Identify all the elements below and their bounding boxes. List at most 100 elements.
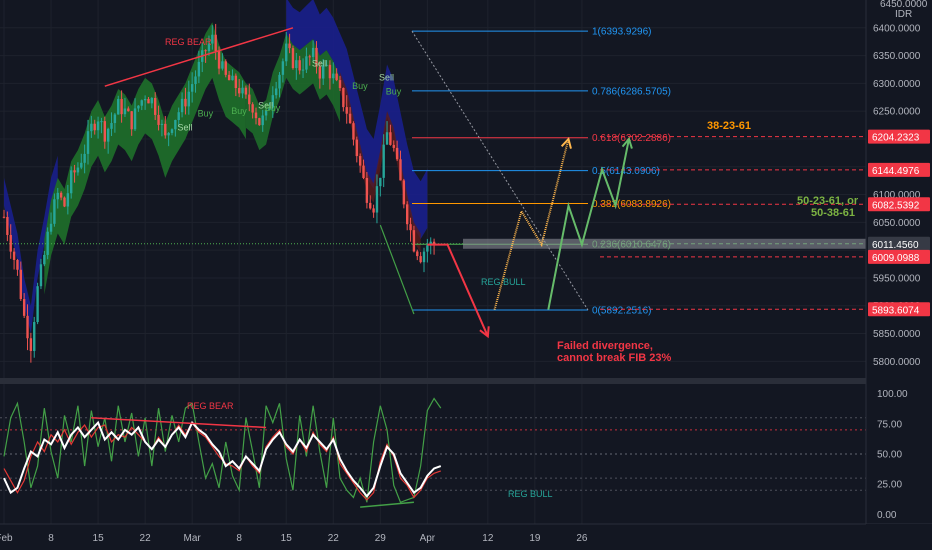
candle-body[interactable]	[419, 256, 422, 263]
candle-body[interactable]	[241, 87, 244, 94]
candle-body[interactable]	[70, 170, 73, 194]
candle-body[interactable]	[412, 230, 416, 252]
candle-body[interactable]	[177, 112, 180, 121]
candle-body[interactable]	[322, 65, 325, 79]
candle-body[interactable]	[261, 115, 264, 126]
candle-body[interactable]	[49, 223, 53, 232]
candle-body[interactable]	[187, 91, 190, 107]
osc-reg-bear-trendline[interactable]	[91, 417, 267, 429]
candle-body[interactable]	[268, 107, 271, 111]
candle-body[interactable]	[59, 192, 63, 198]
candle-body[interactable]	[221, 61, 224, 69]
candlestick-series[interactable]	[2, 23, 436, 363]
candle-body[interactable]	[190, 84, 194, 92]
candle-body[interactable]	[29, 338, 33, 351]
candle-body[interactable]	[429, 241, 432, 246]
candle-body[interactable]	[194, 76, 197, 85]
candle-body[interactable]	[197, 61, 201, 77]
candle-body[interactable]	[335, 73, 338, 81]
projection-green-arrow[interactable]	[547, 138, 630, 310]
candle-body[interactable]	[63, 197, 66, 207]
candle-body[interactable]	[217, 50, 221, 69]
candle-body[interactable]	[137, 105, 140, 109]
candle-body[interactable]	[93, 123, 96, 131]
price-label-tag[interactable]	[868, 249, 930, 264]
candle-body[interactable]	[143, 98, 147, 101]
candle-body[interactable]	[113, 114, 117, 124]
candle-body[interactable]	[416, 251, 419, 257]
candle-body[interactable]	[19, 269, 22, 300]
projection-orange-arrow[interactable]	[493, 138, 570, 310]
osc-reg-bull-trendline[interactable]	[360, 501, 414, 508]
price-axis-background[interactable]	[866, 0, 932, 550]
candle-body[interactable]	[224, 61, 227, 75]
candle-body[interactable]	[362, 165, 365, 178]
candle-body[interactable]	[369, 202, 372, 209]
oscillator-panel[interactable]: REG BEAR REG BULL	[0, 397, 866, 508]
candle-body[interactable]	[234, 75, 238, 89]
candle-body[interactable]	[244, 87, 248, 95]
candle-body[interactable]	[140, 100, 143, 106]
candle-body[interactable]	[26, 315, 29, 339]
candle-body[interactable]	[106, 128, 110, 142]
candle-body[interactable]	[164, 123, 167, 136]
candle-body[interactable]	[154, 97, 157, 115]
projection-red-arrow[interactable]	[427, 243, 489, 337]
candle-body[interactable]	[83, 153, 86, 163]
candle-body[interactable]	[123, 108, 127, 115]
candle-body[interactable]	[39, 264, 43, 287]
candle-body[interactable]	[227, 74, 231, 81]
candle-body[interactable]	[46, 231, 49, 255]
candle-body[interactable]	[382, 144, 385, 178]
candle-body[interactable]	[22, 299, 26, 316]
candle-body[interactable]	[395, 147, 399, 160]
candle-body[interactable]	[308, 56, 311, 58]
candle-body[interactable]	[147, 98, 150, 104]
candle-body[interactable]	[278, 74, 281, 89]
candle-body[interactable]	[379, 177, 382, 187]
candle-body[interactable]	[117, 99, 120, 115]
price-label-tag[interactable]	[868, 129, 930, 144]
candle-body[interactable]	[103, 121, 106, 142]
candle-body[interactable]	[174, 120, 177, 130]
candle-body[interactable]	[291, 48, 295, 69]
candle-body[interactable]	[251, 104, 254, 113]
candle-body[interactable]	[315, 47, 318, 67]
candle-body[interactable]	[110, 123, 113, 129]
candle-body[interactable]	[285, 43, 288, 62]
candle-body[interactable]	[184, 98, 187, 107]
candle-body[interactable]	[406, 204, 409, 225]
candle-body[interactable]	[36, 286, 39, 323]
fib-trend-line[interactable]	[411, 30, 589, 311]
candle-body[interactable]	[16, 259, 19, 270]
candle-body[interactable]	[258, 118, 261, 126]
candle-body[interactable]	[120, 99, 123, 115]
candle-body[interactable]	[127, 108, 130, 112]
price-label-tag[interactable]	[868, 302, 930, 317]
candle-body[interactable]	[345, 107, 348, 114]
candle-body[interactable]	[53, 199, 56, 224]
candle-body[interactable]	[12, 251, 16, 260]
candle-body[interactable]	[288, 43, 291, 49]
candle-body[interactable]	[2, 216, 6, 218]
candle-body[interactable]	[409, 224, 412, 231]
candle-body[interactable]	[66, 193, 70, 207]
candle-body[interactable]	[365, 177, 369, 203]
candle-body[interactable]	[325, 64, 328, 66]
time-axis-background[interactable]	[0, 524, 932, 550]
candle-body[interactable]	[318, 66, 322, 79]
candle-body[interactable]	[264, 110, 268, 116]
candle-body[interactable]	[352, 123, 355, 140]
candle-body[interactable]	[76, 167, 80, 173]
candle-body[interactable]	[56, 192, 59, 200]
candle-body[interactable]	[342, 88, 345, 108]
candle-body[interactable]	[281, 61, 285, 75]
osc-series-line-green[interactable]	[3, 397, 442, 504]
candle-body[interactable]	[86, 131, 90, 154]
candle-body[interactable]	[402, 180, 406, 205]
candle-body[interactable]	[432, 241, 436, 246]
candle-body[interactable]	[426, 245, 429, 252]
reg-bull-trendline[interactable]	[379, 224, 415, 315]
candle-body[interactable]	[422, 251, 426, 263]
